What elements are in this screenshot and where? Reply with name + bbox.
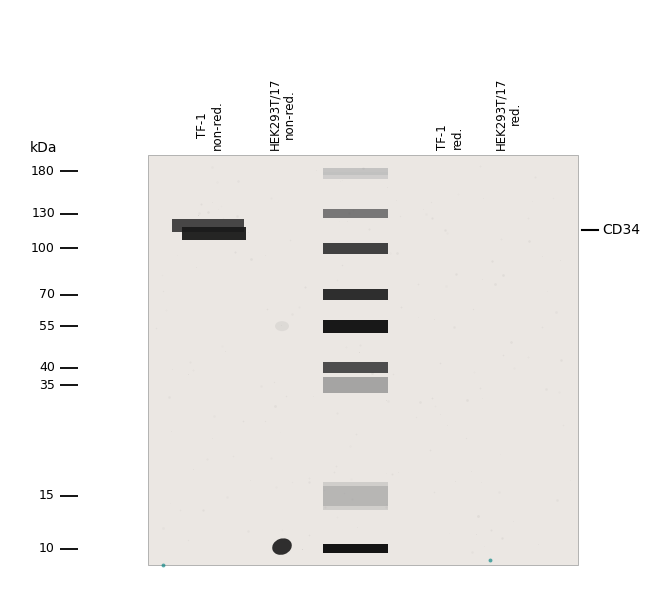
- Bar: [322, 362, 387, 373]
- Text: 55: 55: [39, 319, 55, 333]
- Text: HEK293T/17
non-red.: HEK293T/17 non-red.: [268, 77, 296, 150]
- Bar: [322, 319, 387, 333]
- Bar: [322, 243, 387, 253]
- Ellipse shape: [275, 321, 289, 331]
- Bar: [322, 377, 387, 393]
- Text: TF-1
red.: TF-1 red.: [436, 124, 464, 150]
- Text: 130: 130: [31, 208, 55, 220]
- Text: 70: 70: [39, 288, 55, 301]
- Bar: [322, 544, 387, 553]
- Text: 15: 15: [39, 489, 55, 502]
- Text: 10: 10: [39, 542, 55, 555]
- Text: 180: 180: [31, 165, 55, 178]
- Bar: [322, 482, 387, 509]
- Bar: [148, 155, 578, 565]
- Text: 35: 35: [39, 379, 55, 391]
- Ellipse shape: [272, 538, 292, 555]
- Bar: [322, 289, 387, 300]
- Text: CD34: CD34: [602, 223, 640, 237]
- Bar: [322, 172, 387, 178]
- Text: kDa: kDa: [30, 141, 57, 155]
- Bar: [182, 227, 246, 240]
- Bar: [322, 168, 387, 175]
- Text: 100: 100: [31, 241, 55, 255]
- Text: HEK293T/17
red.: HEK293T/17 red.: [494, 77, 522, 150]
- Text: TF-1
non-red.: TF-1 non-red.: [196, 100, 224, 150]
- Bar: [322, 486, 387, 506]
- Bar: [172, 219, 244, 232]
- Bar: [322, 209, 387, 218]
- Text: 40: 40: [39, 361, 55, 374]
